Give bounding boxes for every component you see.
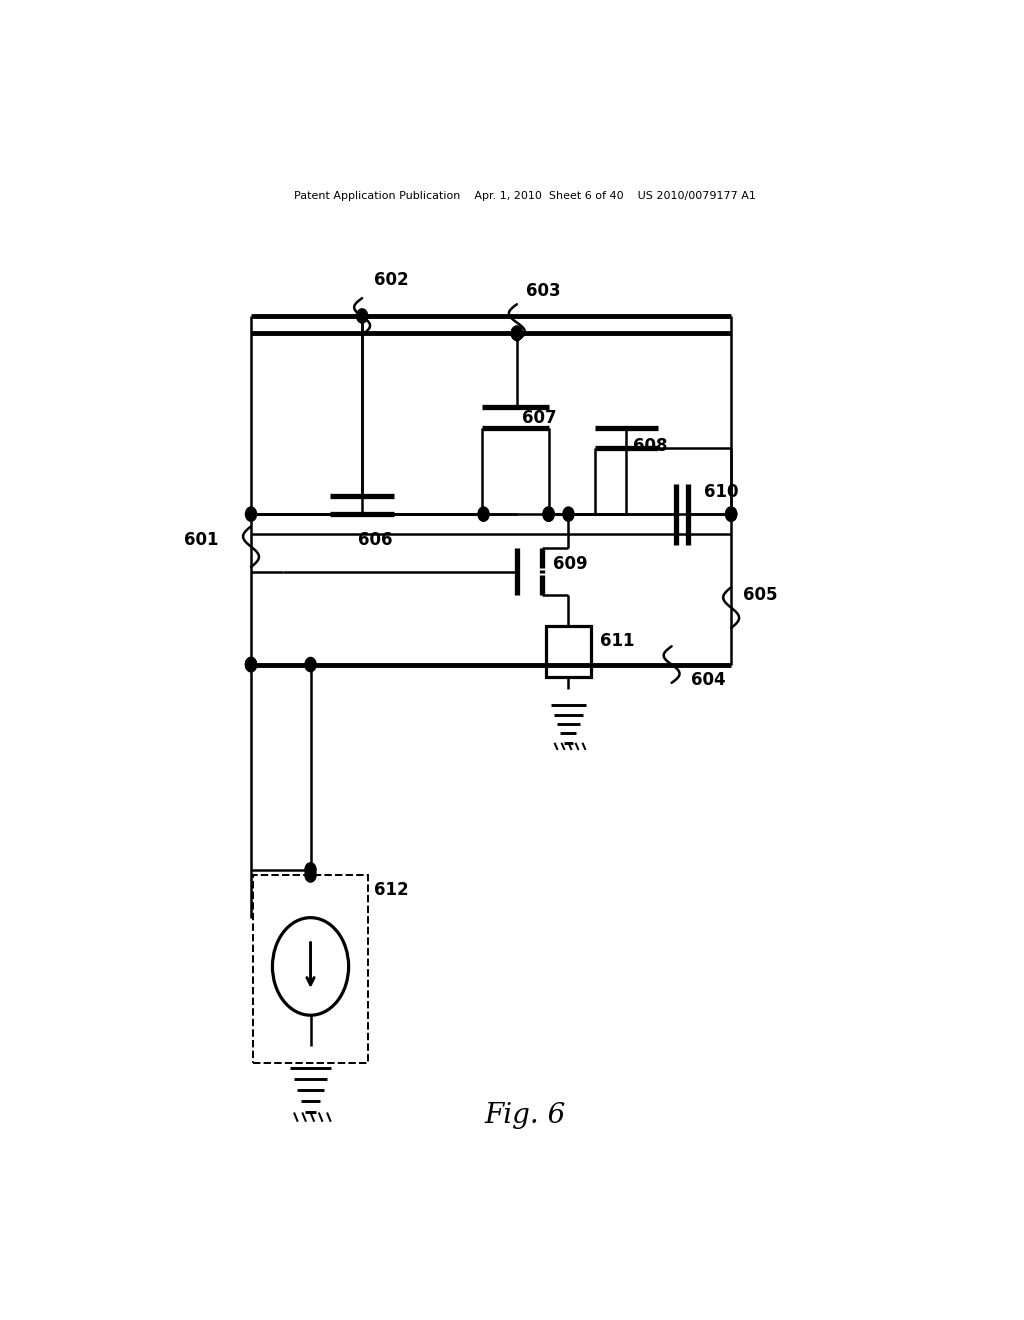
Circle shape (246, 657, 257, 672)
Bar (253, 875, 368, 1063)
Circle shape (305, 867, 316, 882)
Circle shape (356, 309, 368, 323)
Text: 608: 608 (633, 437, 668, 455)
Circle shape (246, 657, 257, 672)
Circle shape (563, 507, 574, 521)
Circle shape (478, 507, 489, 521)
Circle shape (543, 507, 554, 521)
Text: 606: 606 (358, 531, 392, 549)
Circle shape (543, 507, 554, 521)
Text: 602: 602 (374, 272, 409, 289)
Circle shape (305, 657, 316, 672)
Text: 604: 604 (691, 671, 726, 689)
Circle shape (246, 507, 257, 521)
Circle shape (511, 326, 522, 341)
Circle shape (726, 507, 736, 521)
Text: 610: 610 (705, 483, 738, 500)
Text: 611: 611 (600, 632, 635, 651)
Circle shape (305, 863, 316, 876)
Text: 603: 603 (526, 281, 561, 300)
Circle shape (511, 326, 522, 341)
Text: 601: 601 (183, 531, 218, 549)
Text: Fig. 6: Fig. 6 (484, 1102, 565, 1130)
Text: 609: 609 (553, 554, 587, 573)
Circle shape (726, 507, 736, 521)
Text: 612: 612 (374, 882, 409, 899)
Bar (546, 626, 591, 677)
Text: Patent Application Publication    Apr. 1, 2010  Sheet 6 of 40    US 2010/0079177: Patent Application Publication Apr. 1, 2… (294, 191, 756, 201)
Text: 605: 605 (743, 586, 777, 605)
Text: 607: 607 (521, 409, 556, 426)
